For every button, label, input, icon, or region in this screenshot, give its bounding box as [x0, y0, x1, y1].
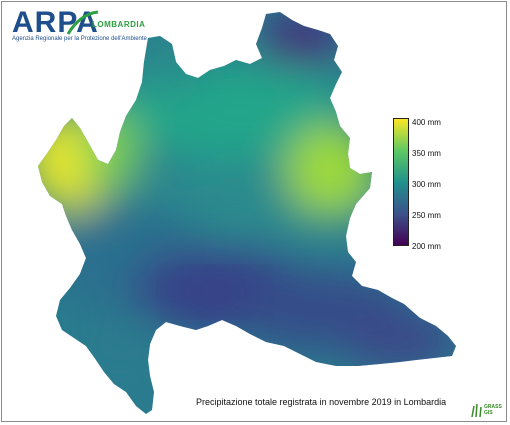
legend-label-400: 400 mm: [412, 118, 441, 127]
grass-gis-logo: GRASS GIS: [470, 402, 502, 420]
legend-label-350: 350 mm: [412, 149, 441, 158]
logo-region: LOMBARDIA: [92, 20, 146, 29]
legend-label-200: 200 mm: [412, 242, 441, 251]
legend-colorbar: [393, 118, 409, 246]
logo-swoosh-icon: [66, 10, 99, 35]
logo-subtitle: Agenzia Regionale per la Protezione dell…: [12, 36, 147, 42]
grass-icon: [471, 403, 482, 418]
logo-wordmark: ARPA: [12, 6, 99, 39]
arpa-logo: ARPA LOMBARDIA Agenzia Regionale per la …: [8, 6, 158, 46]
grass-gis-text: GRASS GIS: [484, 404, 502, 416]
legend-label-250: 250 mm: [412, 211, 441, 220]
map-caption: Precipitazione totale registrata in nove…: [196, 397, 447, 407]
legend-label-300: 300 mm: [412, 180, 441, 189]
